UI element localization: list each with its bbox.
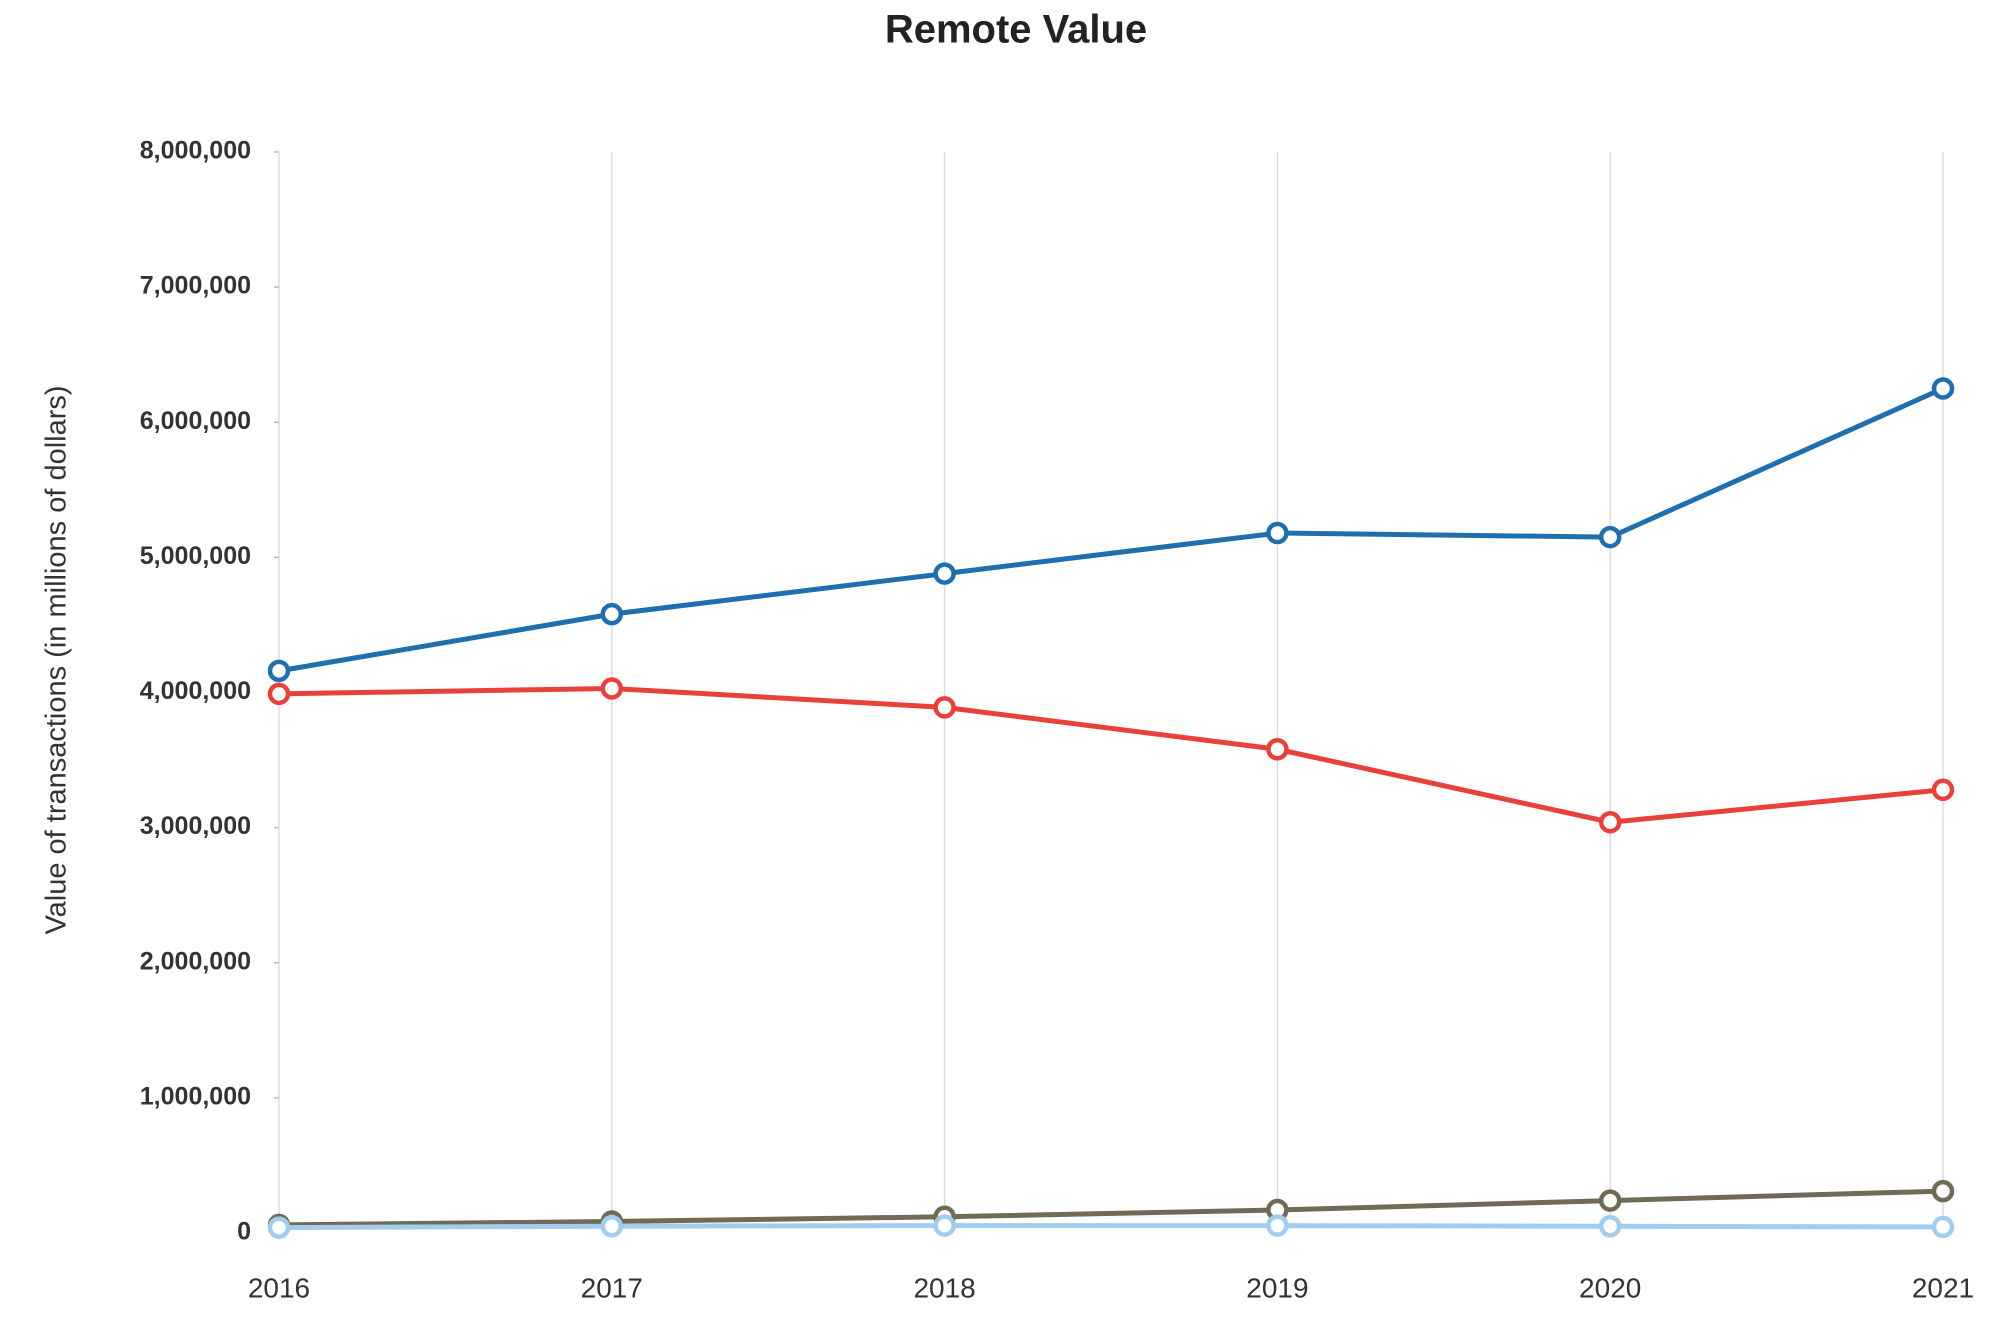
x-tick-label: 2020 [1579, 1272, 1641, 1303]
data-point [267, 659, 291, 683]
series-line [278, 1188, 1944, 1228]
data-point [267, 682, 291, 706]
y-axis-label: Value of transactions (in millions of do… [41, 385, 73, 934]
data-point [933, 696, 956, 719]
y-tick-label: 8,000,000 [140, 137, 251, 165]
data-point [1598, 525, 1622, 549]
data-point [1931, 1215, 1955, 1239]
data-point [1598, 810, 1622, 834]
data-point [933, 1214, 956, 1237]
data-point [600, 1214, 624, 1238]
x-tick-label: 2017 [581, 1272, 643, 1303]
data-point [267, 1216, 291, 1239]
data-point [600, 677, 624, 700]
y-tick-label: 2,000,000 [140, 947, 251, 975]
series-line [278, 1223, 1944, 1231]
y-tick-label: 0 [237, 1218, 251, 1246]
y-tick-label: 6,000,000 [140, 407, 251, 435]
data-point [1266, 521, 1289, 545]
data-point [933, 562, 956, 585]
x-tick-label: 2018 [913, 1272, 975, 1303]
y-tick-label: 4,000,000 [140, 677, 251, 705]
y-tick-label: 1,000,000 [140, 1082, 251, 1110]
data-point [1598, 1214, 1622, 1238]
data-point [600, 602, 624, 626]
y-tick-label: 7,000,000 [140, 272, 251, 300]
data-point [1931, 377, 1955, 400]
series-line [278, 386, 1945, 674]
y-tick-label: 3,000,000 [140, 812, 251, 840]
x-tick-label: 2019 [1246, 1272, 1308, 1303]
data-point [1598, 1189, 1622, 1212]
chart-title: Remote Value [885, 8, 1147, 52]
data-point [1266, 738, 1289, 761]
y-tick-label: 5,000,000 [140, 542, 251, 570]
x-tick-label: 2021 [1912, 1272, 1974, 1303]
x-tick-label: 2016 [248, 1272, 310, 1303]
data-point [1266, 1214, 1289, 1237]
series-line [278, 685, 1944, 825]
data-point [1931, 1179, 1955, 1203]
data-point [1931, 778, 1955, 802]
